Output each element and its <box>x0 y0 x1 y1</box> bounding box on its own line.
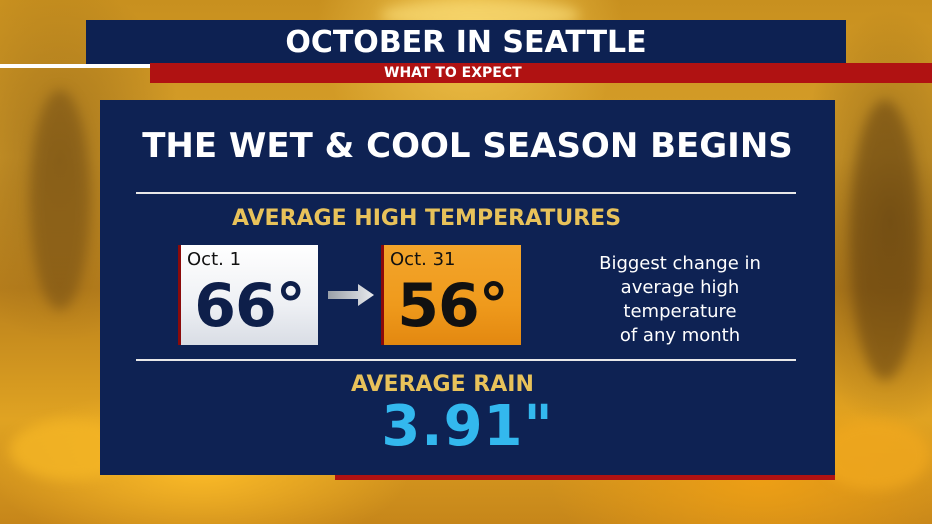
temp-card-start-value: 66° <box>194 271 306 341</box>
background-leaf <box>820 420 930 490</box>
panel-accent-strip <box>335 475 835 480</box>
note-line: temperature <box>623 301 737 322</box>
temp-card-end-date: Oct. 31 <box>390 249 456 270</box>
temp-card-start-date: Oct. 1 <box>187 249 242 270</box>
background-leaf <box>850 100 920 380</box>
temp-card-end-value: 56° <box>397 271 509 341</box>
note-line: average high <box>620 277 740 298</box>
rain-value: 3.91" <box>381 394 554 459</box>
panel-title: THE WET & COOL SEASON BEGINS <box>142 126 793 166</box>
note-line: Biggest change in <box>599 253 761 274</box>
temp-card-start: Oct. 1 66° <box>178 245 318 345</box>
divider-top <box>136 192 796 194</box>
temperature-note: Biggest change in average high temperatu… <box>580 252 780 348</box>
header-subtitle-bar: WHAT TO EXPECT <box>150 63 932 83</box>
header-title: OCTOBER IN SEATTLE <box>285 24 647 60</box>
note-line: of any month <box>619 325 741 346</box>
temp-card-end: Oct. 31 56° <box>381 245 521 345</box>
header-title-bar: OCTOBER IN SEATTLE <box>86 20 846 64</box>
header-accent-line <box>0 64 150 68</box>
temperature-heading: AVERAGE HIGH TEMPERATURES <box>232 206 622 231</box>
background-leaf <box>30 90 90 310</box>
header-subtitle: WHAT TO EXPECT <box>384 65 522 81</box>
rain-heading: AVERAGE RAIN <box>351 372 534 397</box>
right-arrow-icon <box>328 284 374 306</box>
info-panel: THE WET & COOL SEASON BEGINS AVERAGE HIG… <box>100 100 835 475</box>
divider-bottom <box>136 359 796 361</box>
